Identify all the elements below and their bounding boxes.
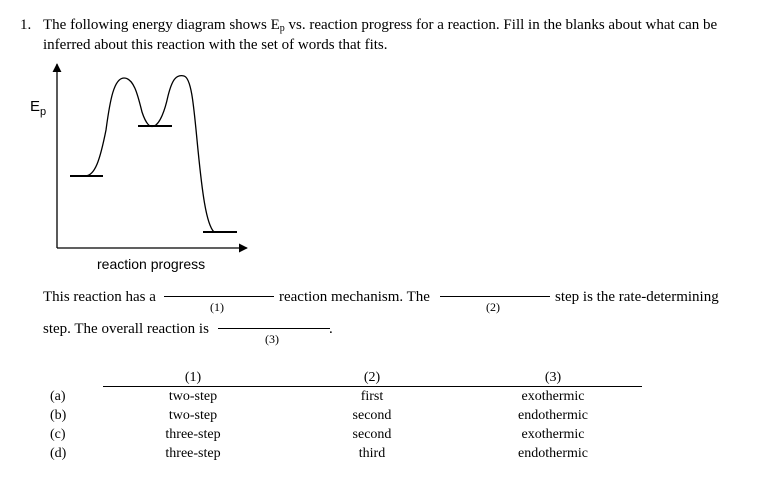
option-cell-3: endothermic xyxy=(518,408,588,423)
option-label: (d) xyxy=(50,446,67,461)
blank-3 xyxy=(218,328,330,329)
option-cell-2: second xyxy=(352,427,392,442)
blank-1 xyxy=(164,296,274,297)
statement-part3: step is the rate-determining xyxy=(555,289,719,305)
energy-curve xyxy=(84,74,215,233)
statement-part2: reaction mechanism. The xyxy=(279,289,430,305)
blank-1-label: (1) xyxy=(210,300,224,314)
option-label: (c) xyxy=(50,427,66,442)
option-label: (b) xyxy=(50,408,67,423)
y-axis-label-main: E xyxy=(30,98,41,115)
option-cell-1: two-step xyxy=(168,389,218,404)
statement-part4: step. The overall reaction is xyxy=(43,321,209,337)
column-header-1: (1) xyxy=(184,370,202,385)
x-axis-label: reaction progress xyxy=(97,256,206,272)
option-cell-2: second xyxy=(352,408,392,423)
question-text-line2: inferred about this reaction with the se… xyxy=(43,37,388,53)
column-header-3: (3) xyxy=(544,370,562,385)
y-axis-label: Ep xyxy=(30,98,46,118)
question-text-line1: The following energy diagram shows Ep vs… xyxy=(43,17,717,34)
option-label: (a) xyxy=(50,389,66,404)
option-cell-3: exothermic xyxy=(521,389,585,404)
y-axis-label-subscript: p xyxy=(40,106,47,118)
blank-3-label: (3) xyxy=(265,332,279,346)
question-number: 1. xyxy=(20,17,32,33)
statement-part5: . xyxy=(329,321,333,337)
question-text-post: vs. reaction progress for a reaction. Fi… xyxy=(284,17,718,33)
option-cell-1: three-step xyxy=(165,427,221,442)
option-cell-2: third xyxy=(358,446,386,461)
option-cell-1: three-step xyxy=(165,446,221,461)
option-cell-1: two-step xyxy=(168,408,218,423)
option-cell-3: exothermic xyxy=(521,427,585,442)
question-text-subscript: p xyxy=(279,23,285,34)
blank-2-label: (2) xyxy=(486,300,500,314)
column-header-2: (2) xyxy=(363,370,381,385)
option-cell-3: endothermic xyxy=(518,446,588,461)
statement-part1: This reaction has a xyxy=(43,289,156,305)
option-cell-2: first xyxy=(360,389,384,404)
blank-2 xyxy=(440,296,550,297)
question-text-pre: The following energy diagram shows E xyxy=(43,17,280,33)
table-rule xyxy=(103,386,642,387)
